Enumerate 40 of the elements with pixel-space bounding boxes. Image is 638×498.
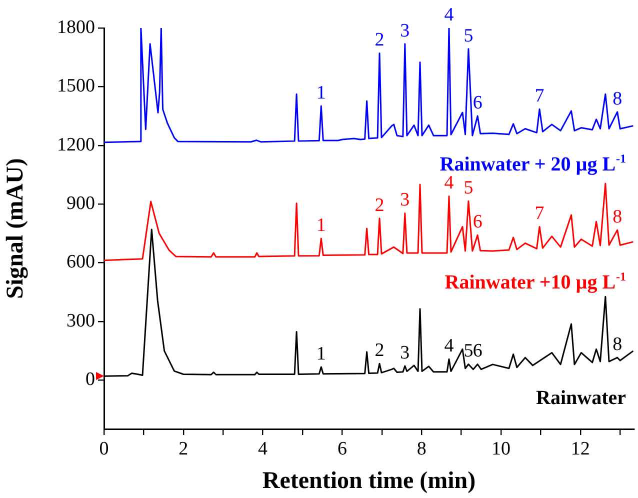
x-tick-label: 4 [258, 438, 268, 460]
x-axis-title: Retention time (min) [262, 468, 476, 494]
series-label: Rainwater [536, 387, 626, 410]
annotation: 5 [464, 25, 474, 46]
y-tick-label: 600 [66, 252, 95, 273]
annotation: 1 [316, 214, 326, 236]
x-tick-label: 2 [178, 438, 188, 460]
y-tick-label: 0 [86, 369, 95, 390]
annotation: 7 [534, 86, 544, 107]
x-tick-label: 0 [99, 438, 109, 460]
annotation: 6 [472, 92, 482, 114]
annotation: 4 [444, 4, 454, 26]
y-axis-title: Signal (mAU) [2, 158, 29, 299]
annotation: 2 [374, 340, 384, 362]
annotation: 4 [444, 336, 454, 357]
y-tick-label: 300 [66, 310, 95, 332]
annotation: 3 [400, 20, 410, 42]
annotation: 8 [612, 334, 622, 356]
x-tick-label: 10 [492, 438, 511, 460]
annotation: 2 [374, 194, 384, 216]
annotation: 5 [464, 178, 474, 199]
y-tick-label: 1200 [57, 134, 95, 156]
x-tick-label: 12 [570, 438, 590, 460]
annotation: 5 [464, 340, 474, 362]
annotation: 6 [472, 340, 482, 362]
annotation: 3 [400, 190, 410, 211]
annotation: 2 [374, 30, 384, 51]
y-tick-label: 1500 [57, 76, 95, 97]
annotation: 8 [612, 206, 622, 228]
annotation: 8 [612, 88, 622, 110]
annotation: 7 [534, 203, 544, 224]
y-tick-label: 1800 [57, 16, 95, 38]
x-tick-label: 8 [416, 438, 426, 460]
annotation: 6 [472, 212, 482, 233]
annotation: 1 [316, 343, 326, 364]
x-tick-label: 6 [337, 438, 347, 460]
y-tick-label: 900 [66, 193, 95, 214]
annotation: 3 [400, 342, 410, 364]
annotation: 4 [444, 172, 454, 194]
annotation: 1 [316, 82, 326, 104]
